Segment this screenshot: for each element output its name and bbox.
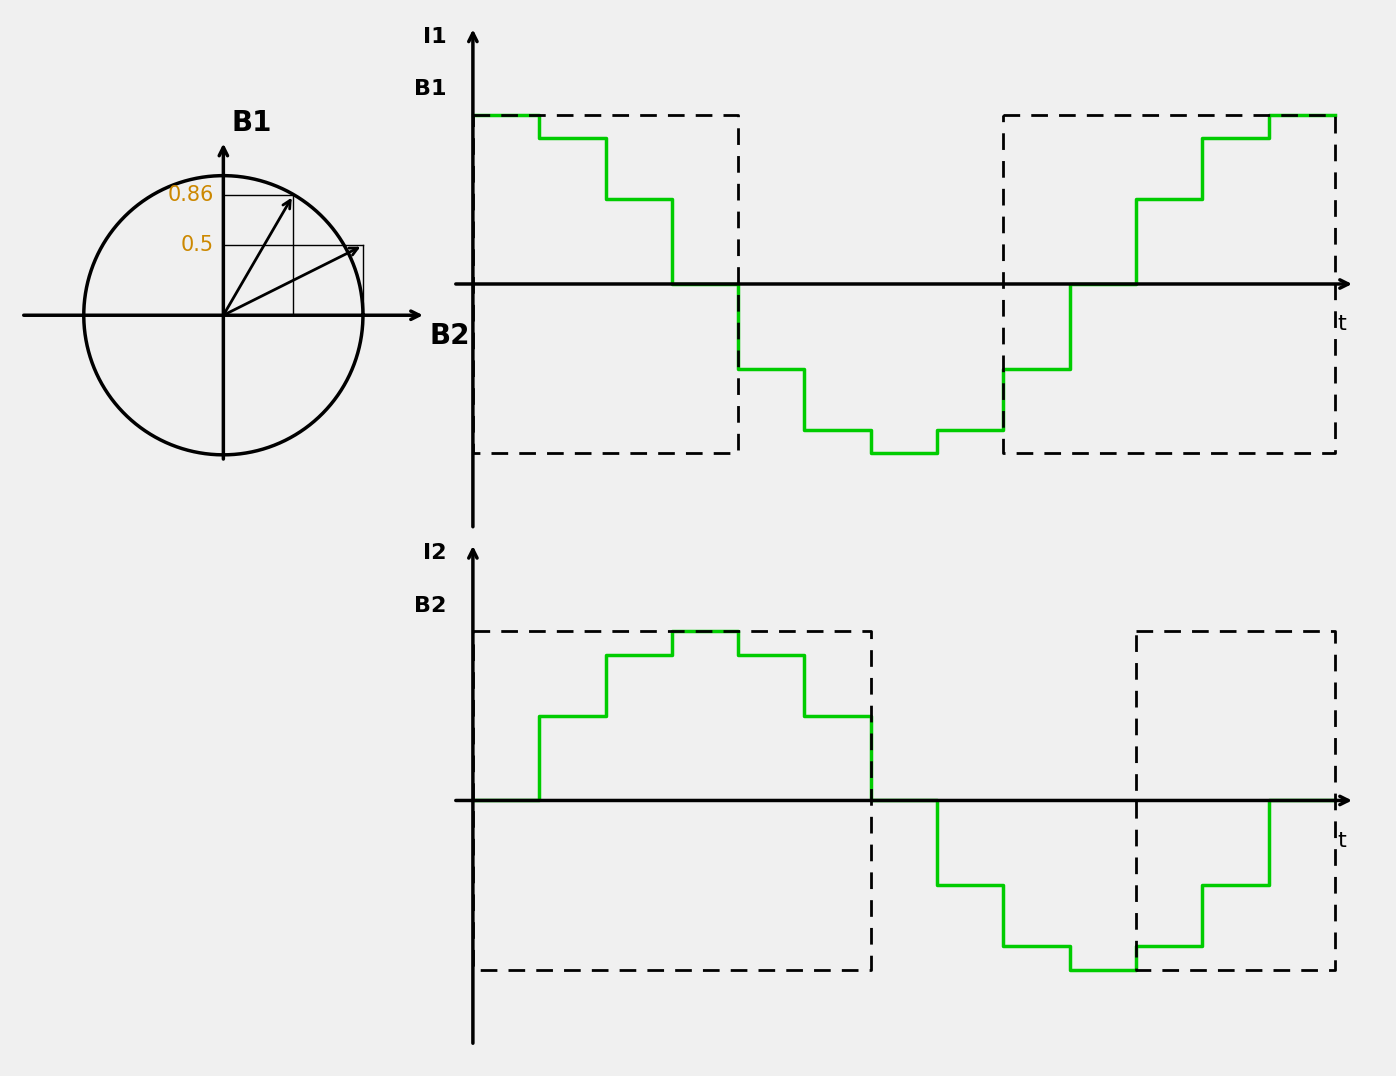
Text: I1: I1 [423,27,447,46]
Text: 0.86: 0.86 [168,185,214,206]
Text: t: t [1337,831,1346,851]
Text: B2: B2 [415,596,447,615]
Text: B2: B2 [430,322,470,350]
Text: B1: B1 [413,80,447,99]
Text: B1: B1 [232,109,272,137]
Text: t: t [1337,314,1346,335]
Text: 0.5: 0.5 [180,236,214,255]
Text: I2: I2 [423,543,447,563]
